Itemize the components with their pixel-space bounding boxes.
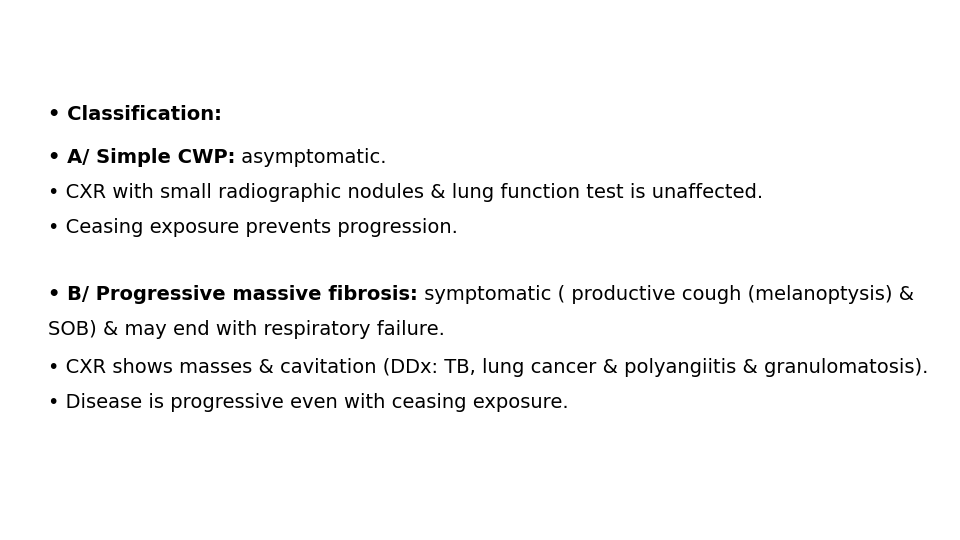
Text: asymptomatic.: asymptomatic. [235, 148, 387, 167]
Text: • A/ Simple CWP:: • A/ Simple CWP: [48, 148, 235, 167]
Text: • Disease is progressive even with ceasing exposure.: • Disease is progressive even with ceasi… [48, 393, 568, 412]
Text: SOB) & may end with respiratory failure.: SOB) & may end with respiratory failure. [48, 320, 444, 339]
Text: • Classification:: • Classification: [48, 105, 222, 124]
Text: • CXR with small radiographic nodules & lung function test is unaffected.: • CXR with small radiographic nodules & … [48, 183, 763, 202]
Text: • CXR shows masses & cavitation (DDx: TB, lung cancer & polyangiitis & granuloma: • CXR shows masses & cavitation (DDx: TB… [48, 358, 928, 377]
Text: symptomatic ( productive cough (melanoptysis) &: symptomatic ( productive cough (melanopt… [418, 285, 914, 304]
Text: • Ceasing exposure prevents progression.: • Ceasing exposure prevents progression. [48, 218, 458, 237]
Text: • B/ Progressive massive fibrosis:: • B/ Progressive massive fibrosis: [48, 285, 418, 304]
